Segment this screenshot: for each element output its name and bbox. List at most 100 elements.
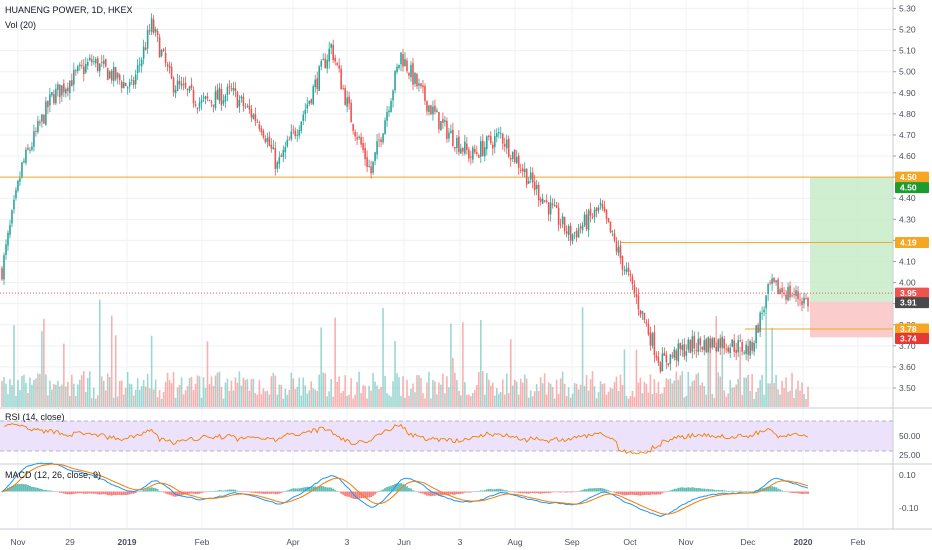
candle-body	[452, 129, 454, 146]
candle-body	[645, 322, 648, 324]
candle-body	[414, 73, 416, 84]
volume-bar	[434, 381, 436, 407]
target-zone	[810, 177, 893, 302]
volume-bar	[122, 394, 125, 407]
macd-label: MACD (12, 26, close, 9)	[5, 470, 101, 480]
candle-body	[797, 291, 799, 300]
candle-body	[390, 101, 392, 113]
candle-body	[495, 133, 498, 137]
volume-bar	[176, 387, 179, 407]
volume-bar	[466, 394, 468, 407]
candle-body	[90, 59, 93, 63]
volume-bar	[681, 371, 684, 407]
candle-body	[633, 284, 636, 293]
volume-bar	[232, 390, 235, 407]
candle-body	[689, 339, 692, 354]
macd-histogram-bar	[386, 486, 388, 492]
candle-body	[11, 210, 13, 224]
candle-body	[304, 109, 307, 115]
macd-histogram-bar	[693, 487, 696, 492]
macd-histogram-bar	[751, 491, 754, 492]
candle-body	[366, 157, 368, 167]
macd-histogram-bar	[88, 491, 91, 494]
candle-body	[308, 100, 311, 104]
macd-histogram-bar	[216, 490, 219, 492]
volume-bar	[3, 376, 5, 407]
volume-bar	[575, 383, 578, 407]
candle-body	[511, 151, 514, 159]
macd-histogram-bar	[246, 491, 249, 493]
macd-histogram-bar	[679, 487, 682, 492]
candle-body	[519, 169, 522, 171]
macd-histogram-bar	[422, 491, 424, 494]
volume-bar	[625, 396, 628, 407]
macd-histogram-bar	[521, 491, 524, 494]
candle-body	[525, 168, 528, 185]
macd-histogram-bar	[222, 490, 225, 492]
candle-body	[27, 147, 29, 150]
volume-bar	[368, 385, 370, 407]
volume-bar	[615, 376, 618, 407]
volume-bar	[695, 374, 698, 407]
candle-body	[386, 111, 388, 121]
candle-body	[168, 65, 171, 68]
volume-bar	[677, 380, 680, 407]
macd-histogram-bar	[491, 489, 494, 492]
candle-body	[118, 74, 121, 81]
candle-body	[272, 147, 275, 150]
macd-histogram-bar	[74, 491, 77, 494]
volume-bar	[106, 373, 109, 407]
candle-body	[420, 83, 422, 87]
candle-body	[286, 139, 289, 147]
macd-histogram-bar	[567, 491, 570, 493]
stop-loss-tag	[895, 332, 929, 344]
volume-bar	[172, 372, 175, 407]
macd-histogram-bar	[453, 491, 456, 495]
candle-body	[527, 181, 530, 184]
volume-bar	[242, 377, 245, 407]
price-tick-label: 4.40	[899, 193, 916, 203]
macd-histogram-bar	[98, 491, 101, 495]
volume-bar	[348, 394, 350, 407]
candle-body	[460, 148, 462, 154]
candle-body	[47, 101, 49, 108]
candles	[1, 13, 809, 374]
candle-body	[803, 297, 805, 304]
candle-body	[727, 347, 730, 352]
macd-histogram-bar	[479, 490, 482, 492]
macd-histogram-bar	[749, 491, 752, 492]
macd-histogram-bar	[70, 491, 73, 495]
macd-histogram-bar	[338, 491, 341, 493]
macd-histogram-bar	[322, 486, 325, 492]
volume-bar	[727, 393, 730, 407]
candle-body	[19, 178, 21, 182]
volume-bar	[442, 373, 444, 407]
volume-bar	[288, 389, 291, 407]
macd-histogram-bar	[457, 491, 460, 495]
volume-bar	[112, 397, 115, 407]
macd-histogram-bar	[164, 491, 167, 494]
macd-histogram-bar	[533, 491, 536, 494]
candle-body	[41, 114, 43, 122]
candle-body	[236, 92, 239, 108]
volume-bar	[374, 381, 376, 407]
volume-bar	[733, 387, 735, 407]
macd-histogram-bar	[37, 487, 39, 492]
volume-bar	[360, 393, 362, 407]
candle-body	[643, 312, 646, 321]
upper-level-tag	[895, 171, 929, 183]
candle-body	[545, 200, 548, 203]
macd-histogram-bar	[473, 491, 476, 493]
macd-histogram-bar	[503, 490, 506, 492]
volume-bar	[336, 381, 338, 407]
candle-body	[79, 64, 81, 67]
volume-bar	[328, 391, 330, 407]
macd-histogram-bar	[745, 491, 748, 492]
volume-bar	[446, 376, 448, 407]
current-tag	[895, 287, 929, 299]
volume-bar	[59, 386, 61, 407]
macd-histogram-bar	[667, 491, 670, 492]
macd-histogram-bar	[408, 487, 410, 492]
macd-histogram-bar	[467, 491, 470, 493]
macd-histogram-bar	[130, 491, 133, 494]
